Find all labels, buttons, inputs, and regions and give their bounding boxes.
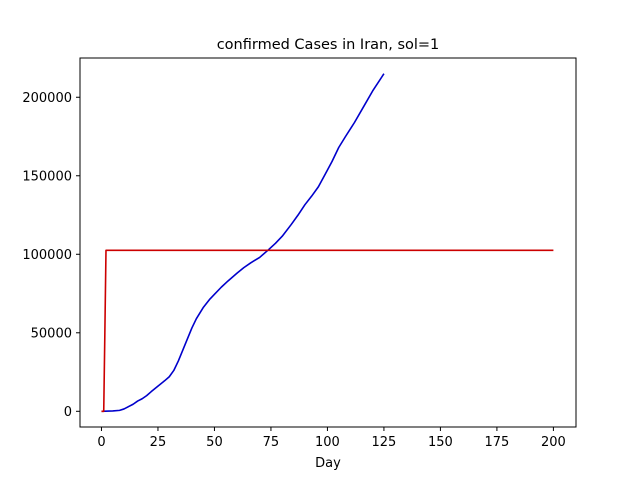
x-axis: 0 25 50 75 100 125 150 175 200: [97, 427, 566, 450]
x-tick-label: 125: [372, 435, 397, 450]
series-line-1: [101, 73, 385, 413]
y-tick-label: 100000: [22, 248, 72, 263]
x-tick-label: 75: [263, 435, 280, 450]
x-tick-label: 150: [428, 435, 453, 450]
x-tick-label: 0: [97, 435, 105, 450]
y-tick-label: 150000: [22, 169, 72, 184]
x-tick-label: 50: [206, 435, 223, 450]
y-axis: 0 50000 100000 150000 200000: [22, 91, 80, 420]
y-tick-label: 200000: [22, 91, 72, 106]
x-axis-label: Day: [315, 456, 341, 471]
series-group: [101, 73, 554, 413]
series-line-2: [101, 249, 554, 413]
chart-title: confirmed Cases in Iran, sol=1: [217, 37, 440, 53]
x-tick-label: 100: [315, 435, 340, 450]
x-tick-label: 200: [541, 435, 566, 450]
x-tick-label: 25: [150, 435, 167, 450]
y-tick-label: 50000: [31, 326, 72, 341]
x-tick-label: 175: [484, 435, 509, 450]
y-tick-label: 0: [64, 405, 72, 420]
plot-area-frame: [79, 57, 577, 428]
